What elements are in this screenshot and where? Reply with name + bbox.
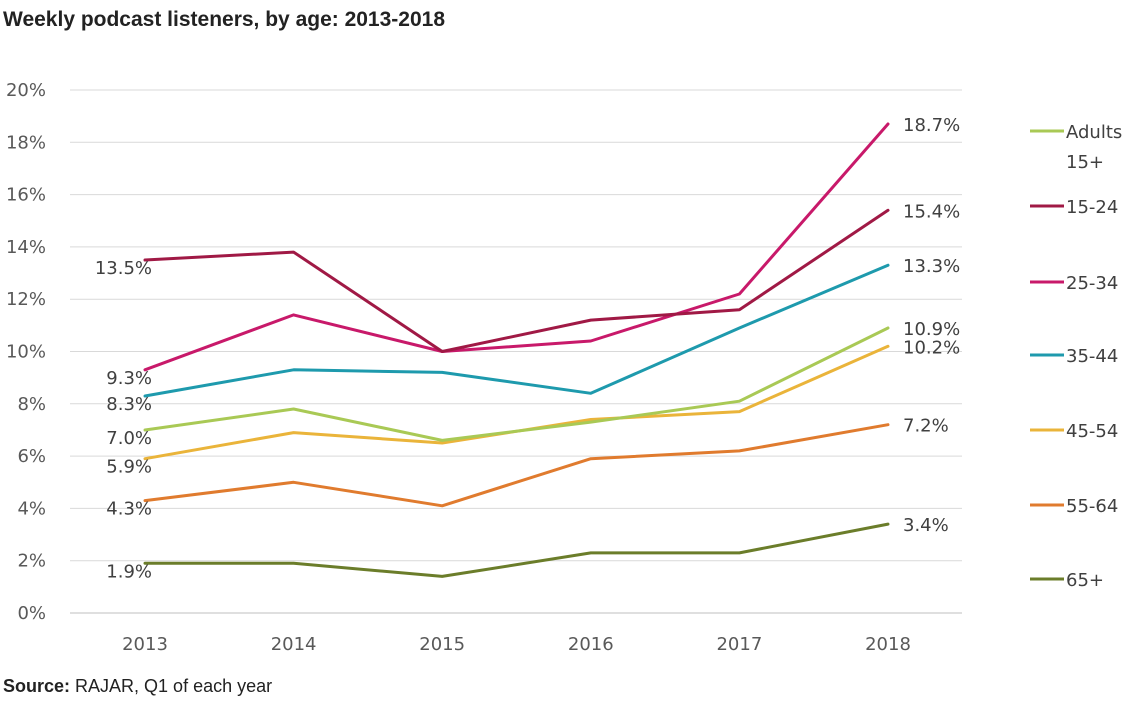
legend-label: 25-34 <box>1066 273 1118 294</box>
series-line-45-54 <box>143 344 890 461</box>
x-axis-ticks: 2013 2014 2015 2016 2017 2018 <box>122 634 911 655</box>
legend-item: 25-34 <box>1030 273 1118 294</box>
y-tick-label: 6% <box>17 446 46 467</box>
start-data-label: 13.5% <box>95 258 152 279</box>
source-text: RAJAR, Q1 of each year <box>70 676 273 696</box>
end-data-label: 10.9% <box>903 319 960 340</box>
chart-title: Weekly podcast listeners, by age: 2013-2… <box>3 8 446 31</box>
x-tick-label: 2015 <box>419 634 465 655</box>
legend-label: 65+ <box>1066 570 1104 591</box>
series-line-25-34 <box>143 122 890 372</box>
y-tick-label: 16% <box>6 185 46 206</box>
y-tick-label: 8% <box>17 394 46 415</box>
x-tick-label: 2018 <box>865 634 911 655</box>
x-tick-label: 2014 <box>271 634 317 655</box>
legend-label: 15+ <box>1066 152 1104 173</box>
start-data-label: 7.0% <box>106 428 152 449</box>
x-tick-label: 2017 <box>716 634 762 655</box>
series-line-adults-15- <box>143 326 890 442</box>
series-lines <box>143 122 890 578</box>
gridlines <box>70 89 962 614</box>
y-axis-ticks: 0% 2% 4% 6% 8% 10% 12% 14% 16% 18% 20% <box>6 80 46 624</box>
y-tick-label: 18% <box>6 132 46 153</box>
source-label: Source: <box>3 676 71 696</box>
x-tick-label: 2016 <box>568 634 614 655</box>
legend-item: 65+ <box>1030 570 1104 591</box>
y-tick-label: 12% <box>6 289 46 310</box>
data-labels: 7.0% 10.9% 13.5% 15.4% 9.3% 18.7% 8.3% 13.3% 5.9… <box>95 115 960 582</box>
start-data-label: 9.3% <box>106 368 152 389</box>
y-tick-label: 14% <box>6 237 46 258</box>
y-tick-label: 0% <box>17 603 46 624</box>
legend-label: Adults <box>1066 122 1122 143</box>
start-data-label: 4.3% <box>106 499 152 520</box>
legend-label: 15-24 <box>1066 197 1118 218</box>
y-tick-label: 10% <box>6 342 46 363</box>
start-data-label: 5.9% <box>106 457 152 478</box>
y-tick-label: 4% <box>17 498 46 519</box>
legend: Adults 15+ 15-24 25-34 35-44 45-54 55-64 65+ <box>1030 122 1122 591</box>
series-line-65- <box>143 522 890 578</box>
end-data-label: 18.7% <box>903 115 960 136</box>
legend-item: 35-44 <box>1030 346 1118 367</box>
series-line-15-24 <box>143 208 890 353</box>
legend-label: 55-64 <box>1066 496 1118 517</box>
y-tick-label: 20% <box>6 80 46 101</box>
start-data-label: 8.3% <box>106 394 152 415</box>
start-data-label: 1.9% <box>106 561 152 582</box>
legend-item: Adults 15+ <box>1030 122 1122 173</box>
end-data-label: 3.4% <box>903 515 949 536</box>
legend-item: 55-64 <box>1030 496 1118 517</box>
end-data-label: 13.3% <box>903 256 960 277</box>
series-line-35-44 <box>143 263 890 398</box>
legend-label: 45-54 <box>1066 421 1118 442</box>
legend-label: 35-44 <box>1066 346 1118 367</box>
x-tick-label: 2013 <box>122 634 168 655</box>
legend-item: 45-54 <box>1030 421 1118 442</box>
series-line-55-64 <box>143 423 890 508</box>
end-data-label: 10.2% <box>903 337 960 358</box>
legend-item: 15-24 <box>1030 197 1118 218</box>
end-data-label: 7.2% <box>903 416 949 437</box>
y-tick-label: 2% <box>17 551 46 572</box>
end-data-label: 15.4% <box>903 201 960 222</box>
source-note: Source: RAJAR, Q1 of each year <box>3 676 272 697</box>
